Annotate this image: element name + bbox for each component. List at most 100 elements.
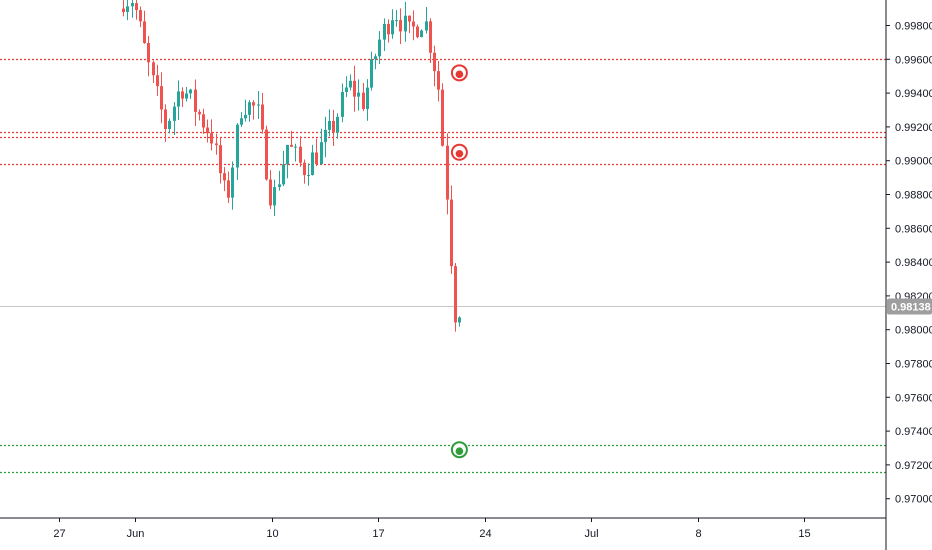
candle-body [290, 144, 293, 147]
candle-body [420, 30, 423, 38]
price-tick-label: 0.99200 [895, 122, 932, 134]
candle-body [429, 21, 432, 53]
candle-body [387, 23, 390, 35]
price-tick-label: 0.98800 [895, 190, 932, 202]
candle-body [437, 71, 440, 90]
candle-body [147, 43, 150, 63]
candle-body [299, 146, 302, 163]
candle-body [122, 8, 125, 12]
candle-body [156, 75, 159, 87]
candle-body [341, 91, 344, 117]
candle-body [139, 10, 142, 22]
candle-body [240, 118, 243, 125]
candle-body [278, 184, 281, 188]
time-axis-ticks[interactable]: 27 Jun 10 17 24 Jul 8 15 [53, 518, 811, 540]
candle-body [328, 120, 331, 130]
price-tick-label: 0.98000 [895, 325, 932, 337]
candle-body [324, 129, 327, 143]
time-tick-label: 10 [266, 528, 278, 540]
candle-body [244, 114, 247, 119]
candle-body [303, 162, 306, 176]
price-tick-label: 0.98400 [895, 257, 932, 269]
candle-body [273, 187, 276, 206]
candle-body [231, 167, 234, 198]
candle-body [168, 120, 171, 130]
candle-body [210, 133, 213, 144]
candle-body [454, 266, 457, 323]
candle-body [206, 127, 209, 134]
candle-body [282, 164, 285, 185]
candle-body [202, 114, 205, 128]
candle-body [286, 144, 289, 165]
candle-body [315, 152, 318, 165]
candle-body [311, 152, 314, 176]
time-tick-label: Jul [584, 528, 598, 540]
candle-body [336, 116, 339, 133]
candle-body [177, 91, 180, 107]
marker-dot [455, 447, 464, 455]
candle-body [391, 20, 394, 35]
candle-body [265, 129, 268, 180]
candle-body [320, 142, 323, 165]
time-tick-label: 17 [372, 528, 384, 540]
price-tick-label: 0.97200 [895, 460, 932, 472]
price-tick-label: 0.98600 [895, 223, 932, 235]
candle-body [433, 52, 436, 72]
candle-body [257, 104, 260, 106]
marker-dot [455, 149, 464, 158]
candle-body [395, 20, 398, 22]
time-tick-label: 8 [695, 528, 701, 540]
candle-body [370, 59, 373, 88]
target-marker-icon [450, 441, 468, 459]
candle-body [173, 106, 176, 121]
sell-marker-icon [450, 64, 468, 82]
price-tick-label: 0.97600 [895, 392, 932, 404]
sell-marker-icon [450, 143, 468, 161]
candle-body [181, 91, 184, 99]
candle-body [252, 102, 255, 106]
price-tick-label: 0.97800 [895, 359, 932, 371]
candle-body [135, 3, 138, 11]
candle-body [307, 175, 310, 177]
candle-body [349, 80, 352, 88]
candle-body [294, 146, 297, 148]
price-tick-label: 0.99400 [895, 88, 932, 100]
current-price-badge [887, 298, 932, 315]
candle-body [152, 62, 155, 76]
price-tick-label: 0.99800 [895, 21, 932, 33]
signal-markers [450, 64, 468, 459]
candle-body [446, 145, 449, 200]
candlestick-series [122, 0, 461, 332]
candle-body [357, 92, 360, 97]
candle-body [450, 199, 453, 267]
candle-body [269, 179, 272, 206]
candle-body [227, 180, 230, 198]
candle-body [194, 89, 197, 112]
candle-body [378, 39, 381, 57]
time-tick-label: 15 [798, 528, 810, 540]
candle-body [131, 3, 134, 7]
candle-body [399, 20, 402, 32]
candle-body [160, 86, 163, 110]
candle-body [248, 102, 251, 115]
candle-body [366, 87, 369, 110]
candle-body [215, 143, 218, 146]
candle-body [441, 89, 444, 146]
price-axis-ticks[interactable]: 0.99800 0.99600 0.99400 0.99200 0.99000 0.988… [886, 21, 932, 506]
price-tick-label: 0.97000 [895, 494, 932, 506]
candle-body [261, 104, 264, 130]
time-tick-label: 27 [53, 528, 65, 540]
candle-body [219, 145, 222, 174]
candle-body [198, 111, 201, 115]
candle-body [374, 56, 377, 60]
candle-body [164, 109, 167, 130]
candle-body [332, 120, 335, 133]
time-tick-label: Jun [127, 528, 145, 540]
candle-body [345, 87, 348, 92]
time-tick-label: 24 [479, 528, 491, 540]
candle-body [383, 23, 386, 40]
candle-body [404, 15, 407, 32]
current-price-badge-group: 0.98138 [887, 298, 932, 315]
candle-body [425, 21, 428, 31]
